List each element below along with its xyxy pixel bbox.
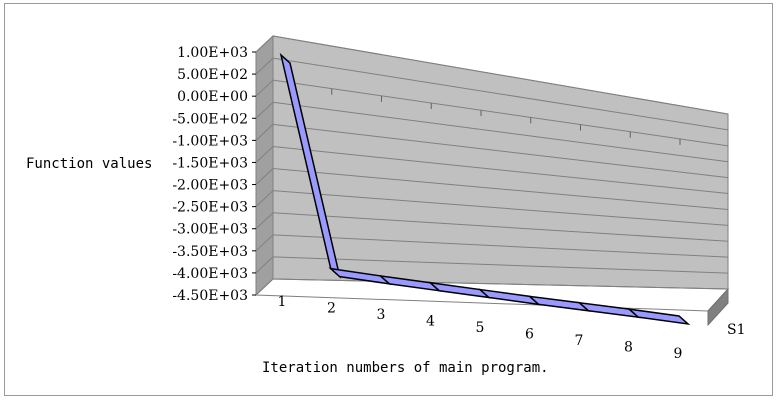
gridline-back <box>272 101 729 163</box>
gridline-back <box>272 79 729 147</box>
y-axis-title: Function values <box>26 156 152 172</box>
gridline-back <box>272 145 729 195</box>
gridline-side <box>255 190 274 208</box>
x-tick-label: 9 <box>674 346 683 362</box>
gridline-back <box>272 168 729 210</box>
x-tick-label: 6 <box>525 327 534 343</box>
gridline-back <box>272 278 729 290</box>
y-tick-label: -4.50E+03 <box>172 288 248 304</box>
y-tick-label: 1.00E+03 <box>177 45 248 61</box>
gridlines <box>255 35 729 296</box>
gridline-back <box>272 190 729 226</box>
gridline-side <box>255 123 274 141</box>
ribbon-segment <box>626 308 691 326</box>
y-tick-label: -3.00E+03 <box>172 222 248 238</box>
floor-front-edge <box>707 287 729 327</box>
y-tick-label: -1.00E+03 <box>172 133 248 149</box>
gridline-back <box>272 35 729 115</box>
y-tick-label: 0.00E+00 <box>177 89 248 105</box>
x-tick-label: 5 <box>476 320 485 336</box>
y-tick-label: 5.00E+02 <box>177 67 248 83</box>
y-tick-label: -4.00E+03 <box>172 266 248 282</box>
y-tick-label: -5.00E+02 <box>172 111 248 127</box>
gridline-back <box>272 212 729 242</box>
gridline-side <box>255 101 274 119</box>
gridline-back <box>272 234 729 258</box>
y-tick-label: -1.50E+03 <box>172 155 248 171</box>
x-tick-label: 3 <box>377 307 386 323</box>
x-tick-label: 8 <box>624 340 633 356</box>
x-axis-title: Iteration numbers of main program. <box>262 360 549 376</box>
gridline-back <box>272 256 729 274</box>
gridline-back <box>272 123 729 179</box>
gridline-side <box>255 256 274 274</box>
y-tick-labels: 1.00E+03 5.00E+02 0.00E+00 -5.00E+02 -1.00E+… <box>172 45 256 304</box>
x-tick-label: 2 <box>327 301 336 317</box>
gridline-side <box>255 35 274 53</box>
y-tick-label: -2.50E+03 <box>172 200 248 216</box>
gridline-side <box>255 234 274 252</box>
gridline-side <box>255 212 274 230</box>
y-tick-label: -2.00E+03 <box>172 178 248 194</box>
x-tick-label: 7 <box>575 333 584 349</box>
gridline-side <box>255 278 274 296</box>
x-tick-marks <box>331 88 681 145</box>
x-tick-label: 4 <box>426 314 435 330</box>
gridline-side <box>255 79 274 97</box>
gridline-side <box>255 168 274 185</box>
y-tick-label: -3.50E+03 <box>172 244 248 260</box>
gridline-side <box>255 146 274 163</box>
back-wall <box>272 35 729 290</box>
side-wall <box>255 34 274 297</box>
x-tick-label: 1 <box>278 294 287 310</box>
x-tick-labels: 1 2 3 4 5 6 7 8 9 <box>278 294 683 362</box>
gridline-back <box>272 57 729 131</box>
series-ribbon <box>279 52 691 326</box>
series-label-s1: S1 <box>727 322 746 338</box>
gridline-side <box>255 57 274 75</box>
